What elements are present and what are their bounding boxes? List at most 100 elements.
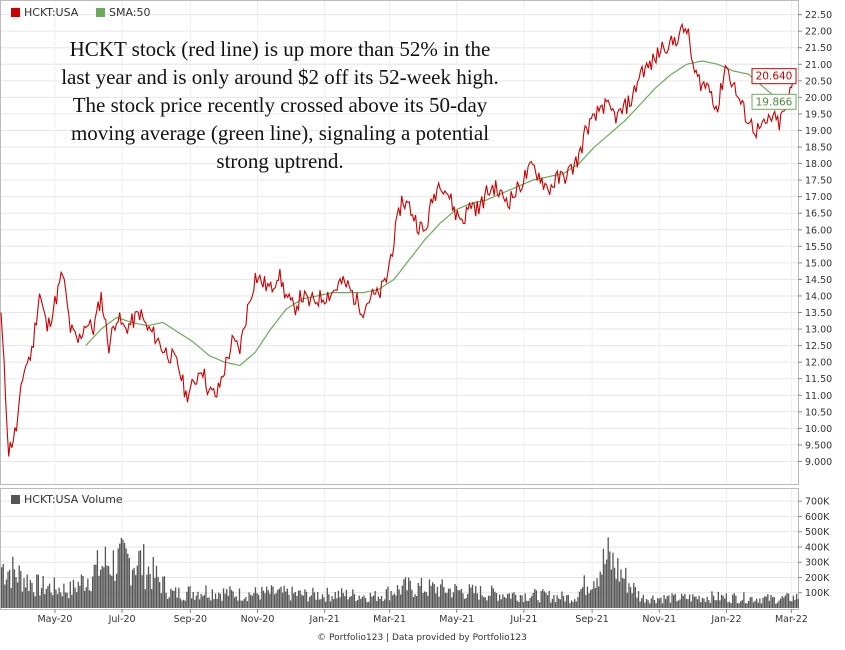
volume-bar bbox=[763, 596, 766, 608]
volume-bar bbox=[727, 602, 729, 608]
volume-bar bbox=[580, 589, 582, 608]
volume-bar bbox=[521, 595, 523, 608]
volume-bar bbox=[117, 548, 119, 608]
volume-bar bbox=[692, 594, 694, 608]
volume-bar bbox=[653, 599, 656, 608]
volume-bar bbox=[250, 594, 252, 608]
volume-bars bbox=[1, 537, 799, 608]
volume-bar bbox=[87, 578, 89, 608]
volume-bar bbox=[529, 597, 531, 608]
volume-bar bbox=[577, 597, 579, 608]
volume-bar bbox=[629, 587, 632, 608]
volume-bar bbox=[340, 588, 343, 608]
volume-bar bbox=[275, 593, 277, 608]
volume-bar bbox=[272, 586, 274, 608]
volume-bar bbox=[491, 585, 493, 608]
volume-bar bbox=[307, 601, 309, 608]
volume-bar bbox=[157, 576, 159, 608]
volume-bar bbox=[248, 592, 250, 608]
volume-bar bbox=[120, 537, 123, 608]
volume-bar bbox=[431, 582, 434, 608]
volume-bar bbox=[26, 574, 28, 608]
volume-panel bbox=[0, 488, 799, 610]
price-tick-label: 11.00 bbox=[805, 391, 832, 402]
volume-bar bbox=[625, 567, 627, 608]
volume-bar bbox=[299, 590, 301, 608]
volume-bar bbox=[754, 600, 756, 608]
volume-bar bbox=[639, 601, 641, 608]
volume-bar bbox=[109, 574, 111, 608]
volume-bar bbox=[543, 591, 546, 608]
volume-bar bbox=[567, 594, 569, 608]
hckt-price-line bbox=[0, 22, 796, 457]
volume-bar bbox=[345, 589, 348, 608]
volume-bar bbox=[569, 603, 571, 608]
volume-bar bbox=[519, 595, 522, 608]
volume-bar bbox=[693, 596, 696, 608]
volume-bar bbox=[786, 593, 788, 608]
volume-bar bbox=[240, 600, 242, 608]
volume-bar bbox=[90, 591, 92, 608]
volume-bar bbox=[775, 603, 777, 608]
volume-bar bbox=[337, 590, 340, 608]
volume-bar bbox=[561, 591, 563, 608]
volume-bar bbox=[230, 589, 233, 608]
volume-tick-label: 500K bbox=[805, 527, 830, 538]
volume-bar bbox=[64, 592, 67, 608]
volume-bar bbox=[168, 597, 170, 608]
volume-bar bbox=[123, 542, 126, 608]
volume-bar bbox=[52, 595, 54, 608]
price-tick-label: 9.500 bbox=[805, 440, 832, 451]
volume-bar bbox=[403, 579, 405, 608]
volume-bar bbox=[696, 599, 699, 608]
volume-bar bbox=[505, 598, 507, 608]
price-panel bbox=[0, 0, 799, 485]
volume-bar bbox=[376, 601, 378, 608]
volume-bar bbox=[655, 603, 657, 608]
volume-bar bbox=[550, 602, 552, 608]
volume-bar bbox=[535, 590, 538, 608]
volume-bar bbox=[657, 598, 659, 608]
volume-bar bbox=[162, 576, 164, 608]
volume-bar bbox=[366, 602, 368, 608]
volume-bar bbox=[104, 546, 107, 608]
volume-bar bbox=[420, 577, 423, 608]
volume-bar bbox=[195, 595, 198, 608]
volume-bar bbox=[738, 603, 740, 608]
volume-bar bbox=[483, 597, 485, 608]
annotation-line-5: strong uptrend. bbox=[216, 149, 343, 173]
volume-bar bbox=[368, 601, 370, 608]
volume-bar bbox=[447, 588, 450, 608]
volume-bar bbox=[189, 586, 191, 608]
volume-bar bbox=[546, 595, 549, 608]
volume-bar bbox=[103, 567, 105, 608]
volume-bar bbox=[428, 579, 431, 608]
volume-bar bbox=[192, 591, 194, 608]
volume-bar bbox=[318, 599, 320, 608]
volume-bar bbox=[84, 590, 86, 608]
volume-bar bbox=[427, 595, 429, 608]
volume-bar bbox=[44, 594, 46, 608]
volume-bar bbox=[131, 569, 134, 608]
volume-tick-label: 100K bbox=[805, 588, 830, 599]
x-tick-label: May-21 bbox=[439, 614, 474, 625]
volume-bar bbox=[251, 595, 253, 608]
volume-bar bbox=[262, 590, 265, 608]
volume-bar bbox=[42, 575, 44, 608]
volume-bar bbox=[329, 601, 332, 608]
volume-bar bbox=[60, 592, 62, 608]
volume-bar bbox=[610, 569, 613, 608]
volume-bar bbox=[210, 600, 212, 608]
volume-bar bbox=[167, 598, 169, 608]
volume-bar bbox=[559, 599, 561, 608]
legend-label-volume: HCKT:USA Volume bbox=[24, 493, 123, 506]
volume-bar bbox=[259, 599, 261, 608]
sma-50-line bbox=[85, 60, 795, 367]
volume-bar bbox=[609, 551, 611, 608]
volume-bar bbox=[372, 595, 375, 608]
volume-bar bbox=[119, 543, 121, 608]
volume-bar bbox=[234, 597, 236, 608]
volume-bar bbox=[296, 595, 298, 608]
volume-bar bbox=[749, 597, 751, 608]
volume-bar bbox=[270, 585, 273, 608]
